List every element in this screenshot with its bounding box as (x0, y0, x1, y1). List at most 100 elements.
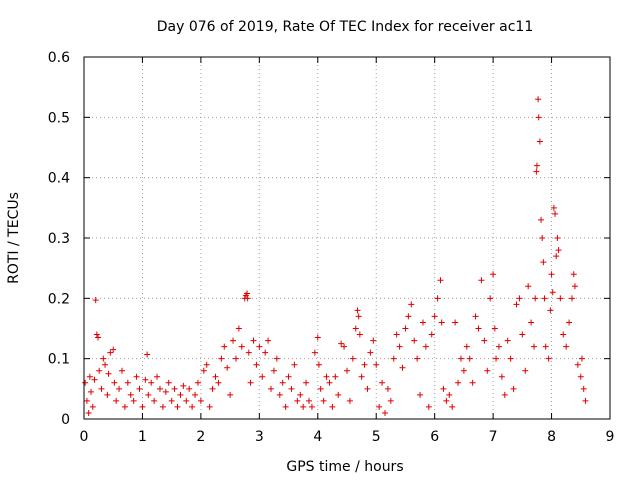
data-point (495, 343, 502, 350)
data-point (335, 391, 342, 398)
x-tick-label: 8 (547, 429, 556, 445)
data-point (390, 355, 397, 362)
data-point (227, 391, 234, 398)
data-point (221, 343, 228, 350)
data-point (102, 361, 109, 368)
data-point (549, 289, 556, 296)
data-point (528, 319, 535, 326)
data-point (381, 409, 388, 416)
data-point (91, 376, 98, 383)
data-point (443, 397, 450, 404)
data-point (110, 346, 117, 353)
x-tick-label: 9 (606, 429, 615, 445)
x-tick-label: 1 (138, 429, 147, 445)
data-point (399, 364, 406, 371)
data-point (311, 349, 318, 356)
data-point (379, 379, 386, 386)
data-point (346, 397, 353, 404)
data-point (376, 403, 383, 410)
data-point (300, 403, 307, 410)
data-point (174, 403, 181, 410)
x-axis-label: GPS time / hours (286, 459, 403, 475)
data-point (356, 331, 363, 338)
data-point (384, 385, 391, 392)
data-point (154, 373, 161, 380)
data-point (95, 334, 102, 341)
data-point (491, 325, 498, 332)
data-point (326, 379, 333, 386)
data-point (425, 403, 432, 410)
data-point (352, 325, 359, 332)
data-point (279, 379, 286, 386)
data-point (570, 271, 577, 278)
data-point (256, 343, 263, 350)
x-tick-label: 2 (196, 429, 205, 445)
data-point (428, 331, 435, 338)
data-point (455, 379, 462, 386)
data-point (88, 388, 95, 395)
data-point (270, 367, 277, 374)
data-point (89, 403, 96, 410)
data-point (268, 385, 275, 392)
data-point (457, 355, 464, 362)
data-point (555, 247, 562, 254)
data-point (344, 367, 350, 374)
data-point (438, 319, 445, 326)
data-point (118, 367, 125, 374)
data-point (373, 361, 380, 368)
data-point (136, 385, 143, 392)
data-point (535, 96, 542, 103)
data-point (265, 337, 272, 344)
data-point (105, 370, 112, 377)
data-point (547, 307, 554, 314)
data-point (113, 397, 120, 404)
data-point (533, 168, 540, 175)
x-tick-label: 5 (372, 429, 381, 445)
data-point (180, 382, 187, 389)
data-point (282, 403, 289, 410)
data-point (189, 403, 196, 410)
data-point (262, 349, 269, 356)
data-point (156, 385, 163, 392)
data-point (531, 343, 538, 350)
data-point (405, 313, 412, 320)
data-point (452, 319, 459, 326)
data-point (354, 307, 361, 314)
data-point (285, 373, 292, 380)
data-point (297, 391, 304, 398)
data-point (303, 379, 310, 386)
data-point (460, 367, 467, 374)
data-point (355, 313, 362, 320)
data-point (244, 290, 251, 297)
data-point (82, 379, 89, 386)
data-point (434, 295, 441, 302)
data-point (553, 253, 560, 260)
data-point (446, 391, 453, 398)
data-point (308, 403, 315, 410)
data-point (92, 297, 99, 304)
data-point (232, 355, 239, 362)
data-point (532, 295, 539, 302)
data-point (133, 373, 140, 380)
data-point (291, 361, 298, 368)
data-point (516, 295, 523, 302)
data-point (419, 319, 426, 326)
data-point (288, 385, 295, 392)
data-point (171, 385, 178, 392)
data-point (238, 343, 245, 350)
data-point (408, 301, 415, 308)
data-point (86, 373, 93, 380)
data-point (522, 367, 529, 374)
data-point (144, 351, 151, 358)
data-point (349, 355, 356, 362)
data-point (519, 331, 526, 338)
data-point (259, 373, 266, 380)
data-point (490, 271, 497, 278)
y-tick-label: 0.4 (48, 171, 70, 187)
data-point (200, 367, 207, 374)
data-point (571, 283, 578, 290)
data-point (431, 313, 438, 320)
x-tick-label: 4 (313, 429, 322, 445)
x-tick-label: 7 (489, 429, 498, 445)
